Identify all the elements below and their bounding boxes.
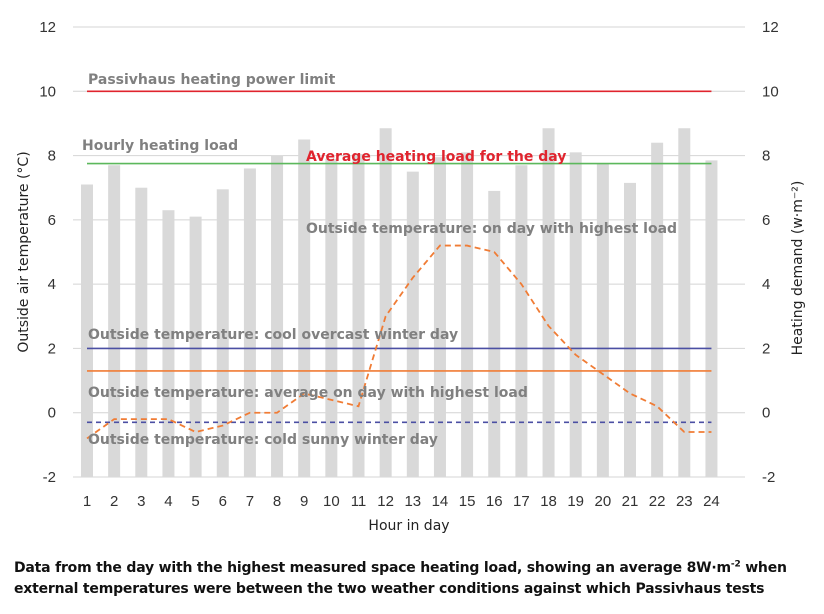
bar (243, 168, 256, 477)
x-tick-label: 23 (676, 493, 693, 510)
bar (81, 184, 93, 477)
x-tick-label: 8 (273, 493, 281, 510)
x-tick-label: 16 (486, 493, 503, 510)
bar (135, 187, 148, 477)
x-tick-label: 5 (191, 493, 199, 510)
bar-series-hourly-heating-load (81, 128, 718, 478)
bar (705, 160, 718, 477)
x-tick-label: 1 (83, 493, 91, 510)
annotation-label: Outside temperature: average on day with… (88, 385, 528, 401)
y-tick-label-right: 0 (762, 405, 770, 422)
bar (596, 163, 609, 477)
bar (406, 171, 419, 477)
bar (461, 152, 474, 477)
y-axis-left-title: Outside air temperature (°C) (16, 151, 32, 352)
bar (298, 139, 311, 477)
bar (542, 128, 555, 477)
y-tick-label-right: 2 (762, 340, 770, 357)
bar (678, 128, 691, 477)
x-tick-label: 21 (622, 493, 639, 510)
figure-caption: Data from the day with the highest measu… (14, 558, 814, 600)
x-tick-label: 4 (164, 493, 172, 510)
bar (352, 153, 365, 477)
line-series-outside-temperature-highest-load (86, 244, 712, 440)
x-tick-label: 17 (513, 493, 530, 510)
x-tick-label: 15 (459, 493, 476, 510)
y-tick-label-right: 8 (762, 148, 770, 165)
bar (216, 189, 229, 478)
x-tick-label: 11 (351, 493, 367, 510)
x-tick-label: 12 (377, 493, 394, 510)
bar (651, 142, 664, 477)
caption-line-1: Data from the day with the highest measu… (14, 559, 787, 576)
bar (379, 128, 392, 477)
y-tick-label-left: 6 (48, 212, 56, 229)
y-tick-label-right: 10 (762, 83, 779, 100)
bar (569, 152, 582, 477)
x-tick-label: 22 (649, 493, 666, 510)
bar (325, 158, 338, 478)
annotations: Passivhaus heating power limit Hourly hea… (82, 72, 677, 448)
x-tick-label: 3 (137, 493, 145, 510)
x-axis-ticks: 1 2 3 4 5 6 7 8 9 10 11 12 13 14 15 16 17 18 19 20 21 22 23 24 (83, 493, 720, 510)
x-tick-label: 14 (432, 493, 449, 510)
annotation-label: Outside temperature: cold sunny winter d… (88, 432, 438, 448)
x-tick-label: 24 (703, 493, 720, 510)
y-tick-label-left: 2 (48, 340, 56, 357)
y-tick-label-right: -2 (762, 469, 775, 486)
y-tick-label-left: -2 (43, 469, 56, 486)
bar (488, 190, 501, 477)
bar (515, 165, 528, 477)
y-axis-right-ticks: 12 10 8 6 4 2 0 -2 (762, 19, 779, 486)
x-tick-label: 19 (567, 493, 584, 510)
bar (271, 155, 284, 478)
y-tick-label-left: 4 (48, 276, 56, 293)
x-tick-label: 2 (110, 493, 118, 510)
annotation-label: Average heating load for the day (306, 149, 566, 165)
x-tick-label: 10 (323, 493, 340, 510)
x-axis-title: Hour in day (368, 518, 449, 534)
x-tick-label: 7 (246, 493, 254, 510)
annotation-label: Hourly heating load (82, 138, 238, 154)
y-axis-left-ticks: 12 10 8 6 4 2 0 -2 (39, 19, 56, 486)
y-tick-label-left: 10 (39, 83, 56, 100)
annotation-label: Outside temperature: on day with highest… (306, 221, 677, 237)
bar (433, 157, 446, 477)
line-series-path (86, 244, 712, 440)
x-tick-label: 6 (219, 493, 227, 510)
bar (162, 210, 175, 477)
annotation-label: Outside temperature: cool overcast winte… (88, 327, 458, 343)
annotation-label: Passivhaus heating power limit (88, 72, 336, 88)
y-tick-label-right: 4 (762, 276, 770, 293)
reference-lines (87, 90, 712, 424)
y-tick-label-left: 8 (48, 148, 56, 165)
caption-line-2: external temperatures were between the t… (14, 581, 765, 597)
bar (108, 165, 121, 477)
x-tick-label: 20 (595, 493, 612, 510)
y-tick-label-left: 12 (39, 19, 56, 36)
y-axis-right-title: Heating demand (w·m⁻²) (790, 181, 806, 356)
y-tick-label-left: 0 (48, 405, 56, 422)
x-tick-label: 13 (404, 493, 421, 510)
bar (624, 182, 636, 477)
y-tick-label-right: 6 (762, 212, 770, 229)
y-tick-label-right: 12 (762, 19, 779, 36)
x-tick-label: 9 (300, 493, 308, 510)
bar (189, 216, 202, 477)
x-tick-label: 18 (540, 493, 557, 510)
